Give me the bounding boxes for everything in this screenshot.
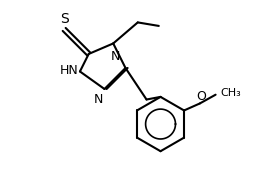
Text: HN: HN xyxy=(59,64,78,77)
Text: O: O xyxy=(196,90,206,103)
Text: N: N xyxy=(94,93,104,106)
Text: S: S xyxy=(60,12,69,26)
Text: N: N xyxy=(110,50,120,63)
Text: CH₃: CH₃ xyxy=(220,88,241,98)
